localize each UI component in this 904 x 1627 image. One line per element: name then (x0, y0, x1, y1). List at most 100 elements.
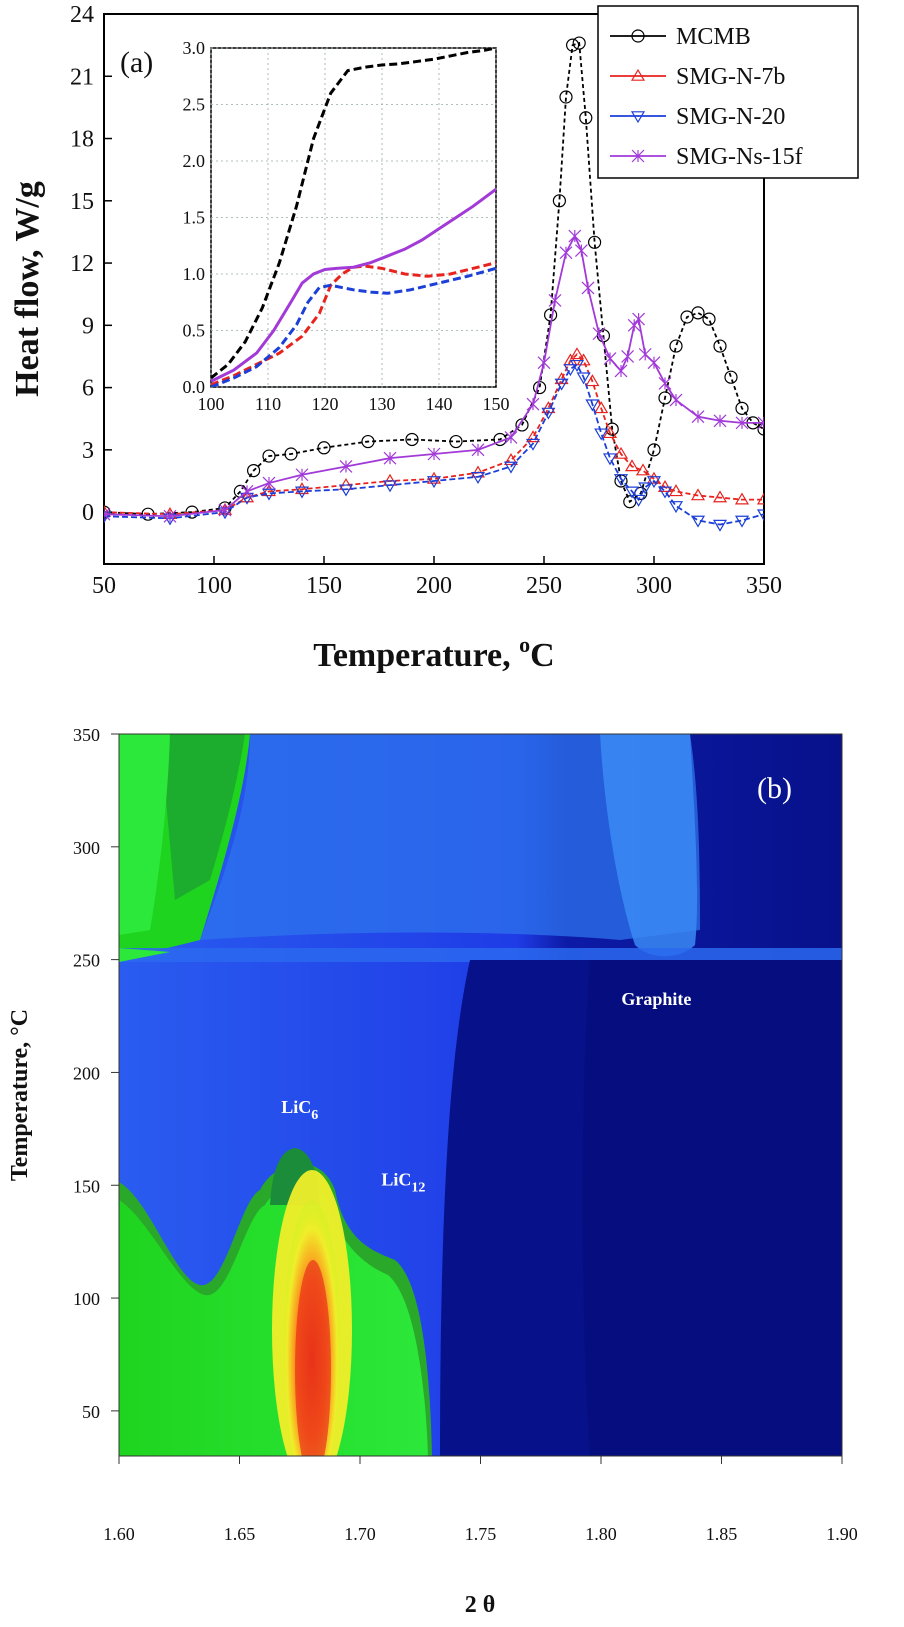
panel-b: 1.60 1.65 1.70 1.75 1.80 1.85 1.90 50 100 150 200… (7, 725, 858, 1618)
data-point-smg-n-20 (602, 453, 618, 466)
b-y-tick-label: 250 (73, 951, 100, 971)
b-x-tick-label: 1.85 (706, 1524, 738, 1544)
inset-x-tick-label: 120 (312, 394, 339, 414)
inset-x-ticks: 100 110 120 130 140 150 (198, 394, 510, 414)
a-x-tick-label: 100 (196, 573, 232, 599)
data-point-smg-ns-15f (526, 397, 540, 411)
data-point-mcmb (552, 194, 567, 208)
data-point-mcmb (713, 339, 727, 353)
data-point-smg-n-20 (563, 364, 578, 377)
data-point-smg-ns-15f (427, 447, 441, 461)
data-point-smg-n-20 (569, 359, 585, 372)
a-x-tick-label: 350 (746, 573, 782, 599)
inset-series-line-smg-ns-15f (211, 188, 496, 383)
data-point-smg-n-7b (576, 353, 591, 366)
data-point-smg-n-7b (569, 347, 585, 360)
legend-marker (631, 29, 645, 43)
data-point-smg-ns-15f (471, 443, 485, 457)
b-y-tick-label: 50 (82, 1402, 100, 1422)
data-point-smg-n-7b (585, 374, 600, 387)
b-x-tick-label: 1.75 (465, 1524, 497, 1544)
data-point-smg-ns-15f (581, 281, 595, 295)
b-y-tick-label: 300 (73, 838, 100, 858)
data-point-smg-n-7b (668, 484, 684, 497)
data-point-mcmb (757, 422, 764, 436)
data-point-smg-ns-15f (383, 451, 397, 465)
inset-x-tick-label: 100 (198, 394, 225, 414)
data-point-smg-n-20 (668, 501, 684, 514)
heatmap-image (119, 734, 842, 1456)
data-point-mcmb (405, 432, 419, 447)
data-point-smg-n-7b (261, 484, 277, 497)
data-point-smg-n-7b (657, 480, 673, 493)
series-line-smg-ns-15f (104, 234, 764, 518)
data-point-smg-n-7b (712, 490, 728, 503)
annotation-lic6: LiC6 (281, 1097, 318, 1123)
a-series-layer (104, 36, 764, 532)
data-point-mcmb (559, 90, 573, 104)
b-x-tick-label: 1.80 (585, 1524, 617, 1544)
data-point-mcmb (724, 370, 738, 384)
data-point-smg-n-20 (525, 438, 541, 451)
data-point-smg-ns-15f (735, 416, 749, 430)
inset-y-tick-label: 0.0 (183, 377, 206, 397)
data-point-mcmb (669, 339, 683, 353)
legend-label: SMG-N-7b (676, 64, 785, 90)
series-line-smg-n-20 (104, 363, 764, 526)
legend-label: SMG-N-20 (676, 104, 785, 130)
data-point-smg-n-20 (503, 461, 519, 474)
data-point-smg-n-20 (470, 472, 486, 485)
b-x-ticks: 1.60 1.65 1.70 1.75 1.80 1.85 1.90 (103, 1456, 858, 1544)
data-point-smg-n-20 (638, 482, 653, 495)
inset-y-tick-label: 0.5 (183, 321, 206, 341)
data-point-smg-n-20 (624, 486, 640, 499)
data-point-smg-ns-15f (757, 416, 764, 430)
data-point-smg-n-20 (585, 399, 600, 412)
b-x-tick-label: 1.60 (103, 1524, 135, 1544)
a-y-tick-label: 12 (70, 251, 94, 277)
data-point-smg-n-20 (338, 484, 354, 497)
data-point-smg-ns-15f (537, 356, 551, 370)
inset-x-tick-label: 130 (369, 394, 396, 414)
b-x-tick-label: 1.70 (344, 1524, 376, 1544)
data-point-smg-n-7b (239, 490, 255, 503)
inset-y-ticks: 0.0 0.5 1.0 1.5 2.0 2.5 3.0 (183, 38, 206, 397)
data-point-smg-ns-15f (713, 414, 727, 428)
data-point-smg-ns-15f (603, 352, 617, 365)
annotation-graphite: Graphite (621, 989, 691, 1009)
b-y-tick-label: 100 (73, 1289, 100, 1309)
a-x-tick-label: 200 (416, 573, 452, 599)
data-point-smg-ns-15f (647, 356, 661, 370)
data-point-smg-ns-15f (669, 393, 683, 407)
data-point-mcmb (515, 418, 529, 432)
series-smg-ns-15f (104, 229, 764, 523)
b-annotations: LiC6 LiC12 Graphite (281, 989, 691, 1196)
a-x-tick-label: 50 (92, 573, 116, 599)
legend-marker (630, 111, 646, 124)
panel-a-label: (a) (120, 46, 153, 79)
inset-y-tick-label: 2.5 (183, 95, 206, 115)
data-point-smg-ns-15f (240, 484, 254, 498)
data-point-smg-n-20 (261, 488, 277, 501)
data-point-smg-n-7b (594, 401, 609, 414)
data-point-smg-n-7b (624, 459, 640, 472)
data-point-smg-n-20 (646, 476, 662, 489)
data-point-mcmb (587, 235, 602, 249)
data-point-smg-n-20 (382, 480, 398, 493)
data-point-mcmb (658, 391, 672, 405)
data-point-smg-n-20 (613, 474, 629, 487)
data-point-smg-n-7b (646, 471, 662, 484)
data-point-smg-n-20 (541, 407, 556, 420)
data-point-smg-n-7b (690, 488, 706, 501)
inset-x-tick-label: 140 (426, 394, 453, 414)
a-y-tick-label: 0 (82, 500, 94, 526)
b-y-axis-title: Temperature, °C (7, 1009, 33, 1181)
data-point-smg-ns-15f (559, 246, 573, 260)
data-point-smg-n-20 (576, 372, 591, 385)
data-point-mcmb (579, 111, 593, 125)
a-y-tick-label: 3 (82, 438, 94, 464)
b-x-tick-label: 1.90 (826, 1524, 858, 1544)
b-y-tick-label: 350 (73, 725, 100, 745)
legend-label: MCMB (676, 24, 751, 50)
legend-label: SMG-Ns-15f (676, 144, 803, 170)
